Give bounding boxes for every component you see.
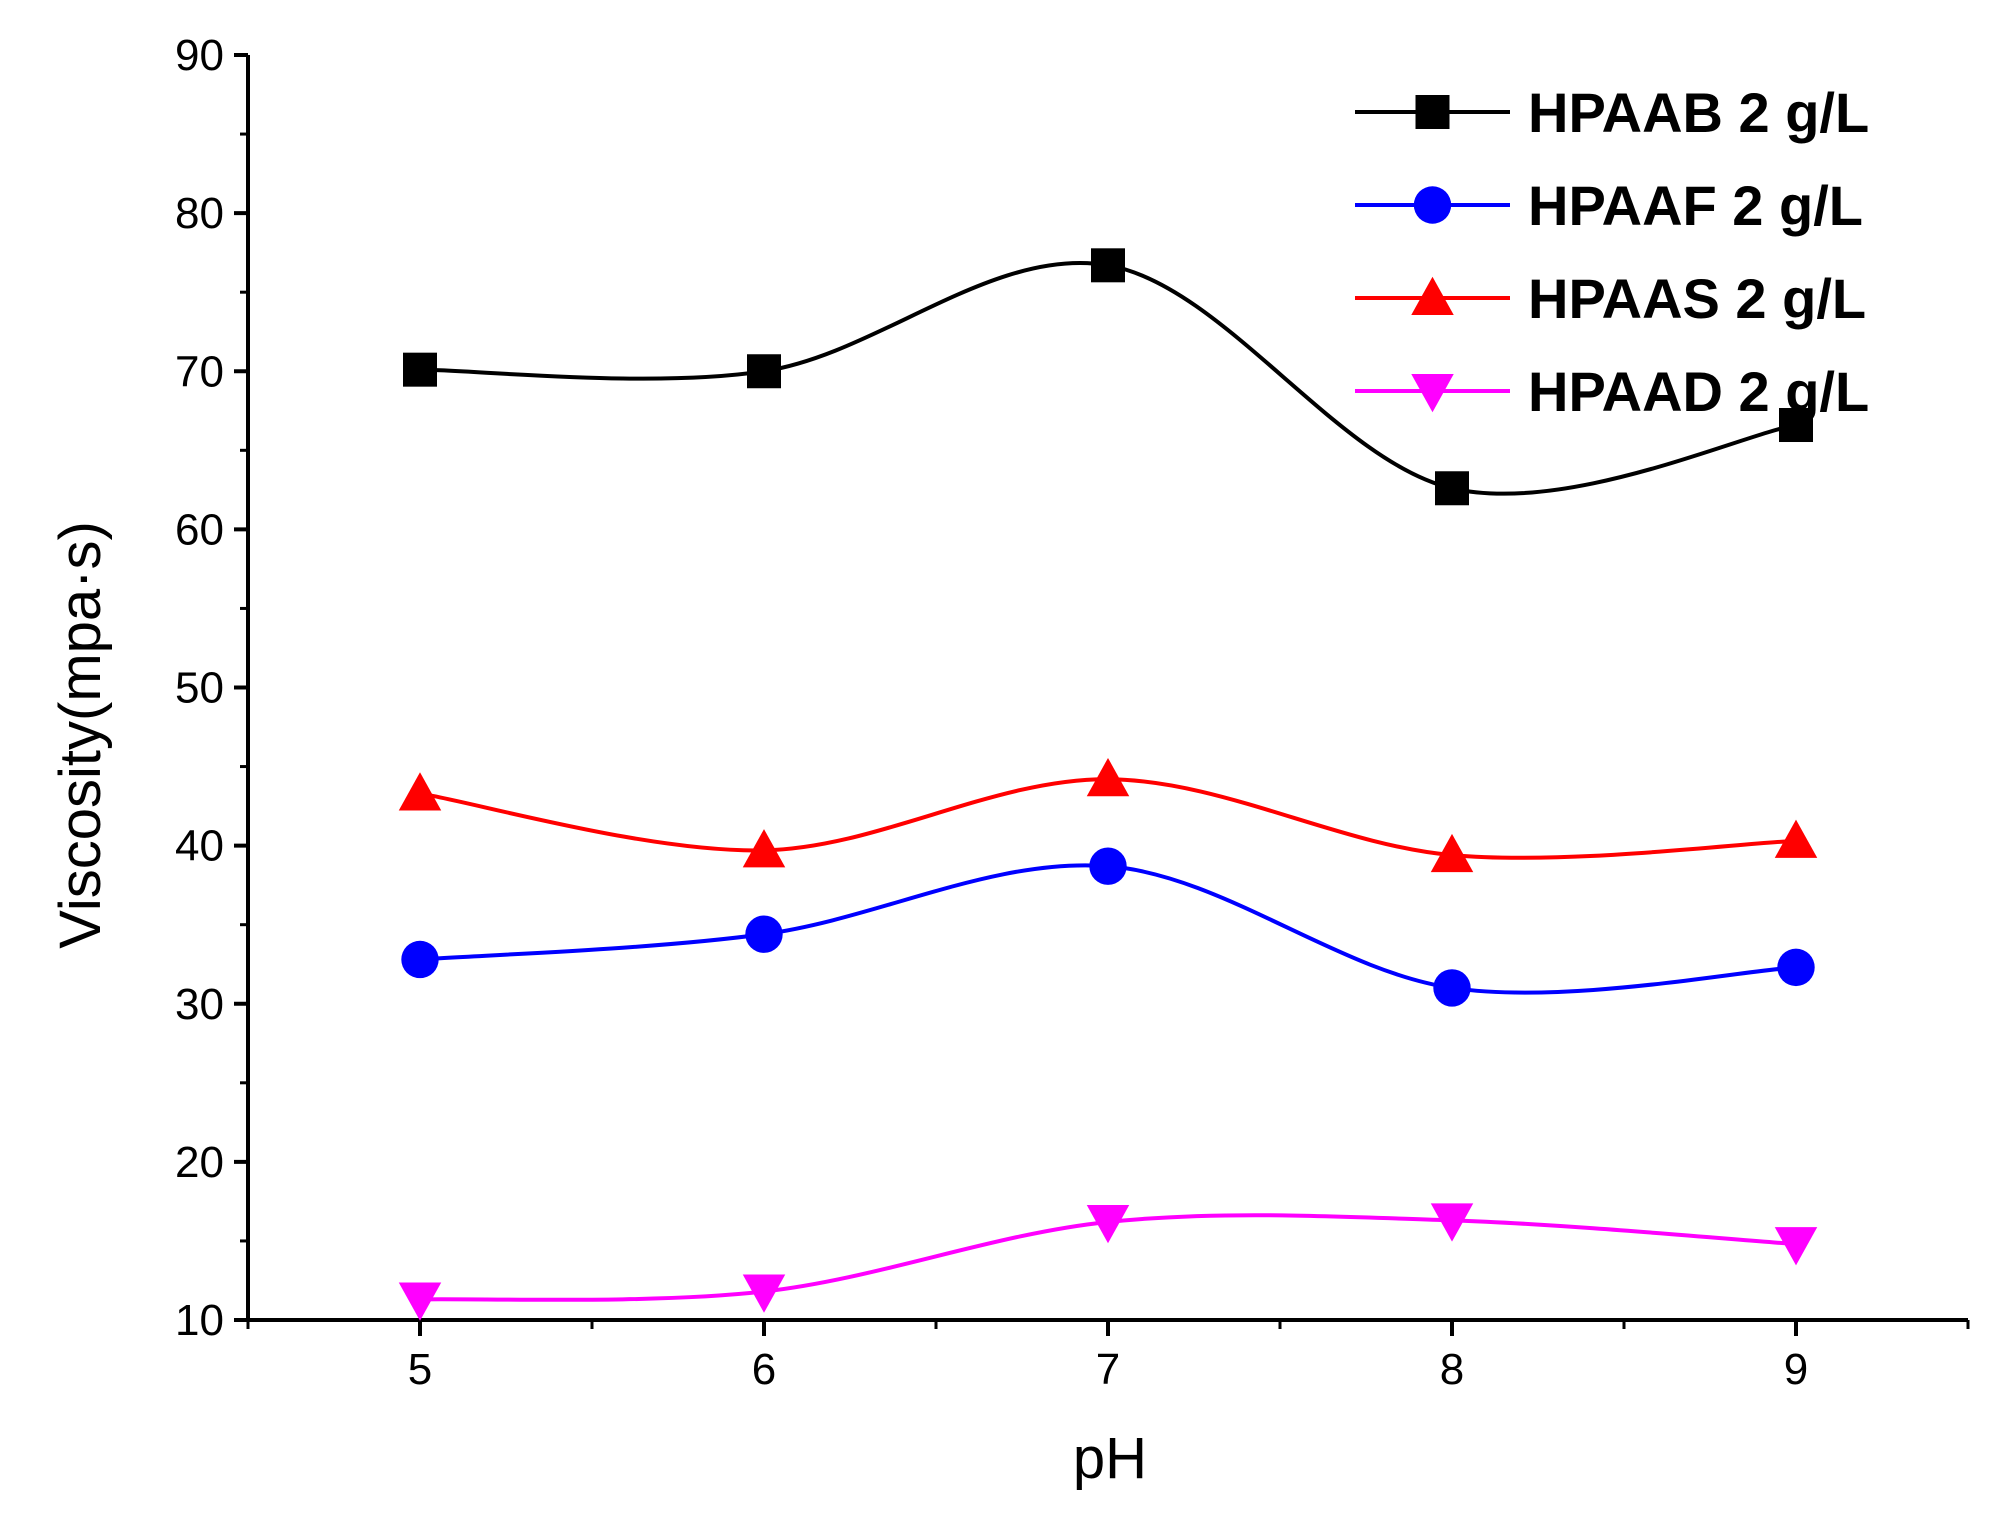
data-point	[398, 772, 442, 811]
y-tick-label: 90	[175, 31, 224, 80]
series-hpaaf	[401, 847, 1815, 1007]
x-tick-label: 8	[1440, 1345, 1464, 1394]
x-tick-label: 5	[408, 1345, 432, 1394]
x-axis-title: pH	[1073, 1426, 1147, 1491]
series-hpaad	[398, 1203, 1818, 1321]
data-point	[1086, 757, 1130, 797]
data-point	[1774, 1227, 1818, 1266]
data-point	[401, 940, 439, 979]
y-tick-label: 60	[175, 505, 224, 554]
legend-item: HPAAS 2 g/L	[1355, 267, 1866, 330]
data-point	[1433, 969, 1471, 1007]
legend-label: HPAAB 2 g/L	[1528, 81, 1869, 144]
data-point	[1089, 847, 1127, 885]
data-point	[1774, 819, 1818, 858]
legend-label: HPAAF 2 g/L	[1528, 174, 1863, 237]
y-tick-label: 70	[175, 347, 224, 396]
y-tick-label: 80	[175, 189, 224, 238]
legend-item: HPAAF 2 g/L	[1355, 174, 1863, 237]
x-tick-label: 7	[1096, 1345, 1120, 1394]
y-tick-label: 30	[175, 980, 224, 1029]
legend-marker	[1413, 186, 1452, 224]
legend-item: HPAAD 2 g/L	[1355, 360, 1869, 423]
y-tick-label: 20	[175, 1138, 224, 1187]
legend: HPAAB 2 g/L HPAAF 2 g/L HPAAS 2 g/L HPAAD 2…	[1355, 81, 1869, 423]
data-point	[1086, 1204, 1130, 1244]
data-point	[1430, 833, 1474, 873]
x-tick-label: 6	[752, 1345, 776, 1394]
data-point	[403, 352, 437, 387]
legend-marker	[1411, 374, 1454, 413]
legend-label: HPAAS 2 g/L	[1528, 267, 1866, 330]
data-point	[745, 915, 783, 953]
legend-marker	[1411, 276, 1454, 315]
data-point	[742, 1274, 786, 1313]
data-point	[742, 829, 786, 868]
data-point	[1435, 471, 1469, 506]
legend-marker	[1415, 95, 1450, 129]
data-point	[1091, 248, 1125, 283]
series-layer	[398, 248, 1818, 1321]
x-tick-label: 9	[1784, 1345, 1808, 1394]
y-tick-label: 40	[175, 822, 224, 871]
axes: 10 20 30 40 50 60 70 80 90 5 6 7 8 9	[175, 31, 1970, 1394]
data-point	[398, 1282, 442, 1321]
data-point	[1430, 1203, 1474, 1242]
data-point	[747, 354, 781, 389]
legend-item: HPAAB 2 g/L	[1355, 81, 1869, 144]
y-tick-label: 10	[175, 1296, 224, 1345]
data-point	[1777, 948, 1815, 987]
legend-label: HPAAD 2 g/L	[1528, 360, 1869, 423]
series-hpaas	[398, 757, 1818, 873]
series-hpaab	[403, 248, 1813, 506]
y-tick-label: 50	[175, 664, 224, 713]
data-point	[1779, 408, 1813, 443]
y-axis-title: Viscosity(mpa·s)	[48, 521, 113, 949]
